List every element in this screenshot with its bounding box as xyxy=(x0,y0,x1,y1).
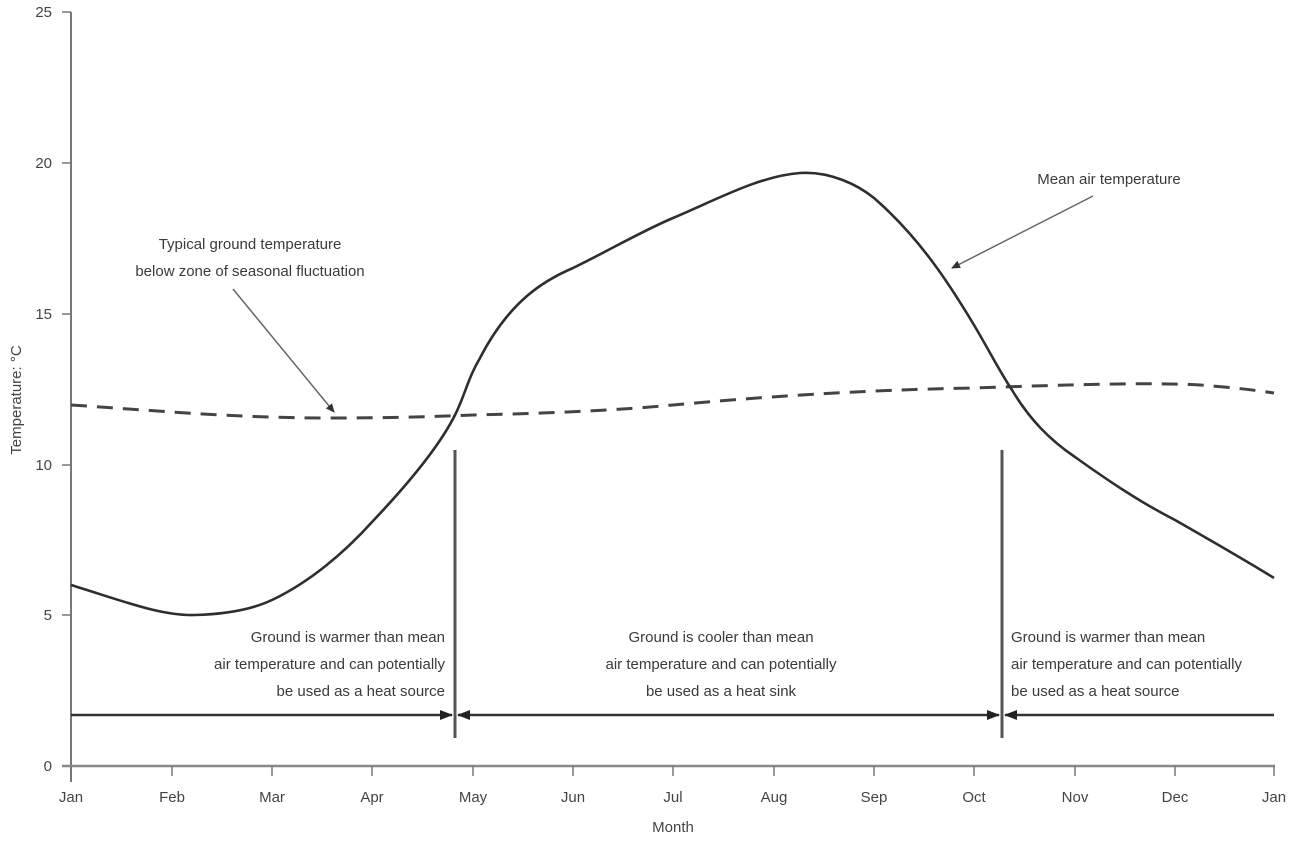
y-axis-ticks xyxy=(62,11,71,767)
x-tick-label: Jan xyxy=(59,789,83,806)
y-tick-label: 5 xyxy=(44,607,52,624)
region-middle-line3: be used as a heat sink xyxy=(646,683,797,700)
y-tick-label: 10 xyxy=(35,457,52,474)
ground-callout-arrow xyxy=(232,288,335,413)
region-left-line1: Ground is warmer than mean xyxy=(251,629,445,646)
ground-callout-line1: Typical ground temperature xyxy=(159,236,342,253)
region-annotation-middle: Ground is cooler than mean air temperatu… xyxy=(606,629,837,700)
x-tick-label: Sep xyxy=(861,789,888,806)
y-axis: 0 5 10 15 20 25 Temperature: °C xyxy=(8,4,72,782)
region-middle-line2: air temperature and can potentially xyxy=(606,656,837,673)
x-tick-label: Apr xyxy=(360,789,383,806)
region-middle-line1: Ground is cooler than mean xyxy=(628,629,813,646)
y-tick-label: 20 xyxy=(35,155,52,172)
x-tick-label: Jan xyxy=(1262,789,1286,806)
x-tick-label: Feb xyxy=(159,789,185,806)
region-right-line1: Ground is warmer than mean xyxy=(1011,629,1205,646)
region-annotation-left: Ground is warmer than mean air temperatu… xyxy=(214,629,445,700)
x-tick-label: Jun xyxy=(561,789,585,806)
region-annotation-right: Ground is warmer than mean air temperatu… xyxy=(1011,629,1242,700)
region-left-line2: air temperature and can potentially xyxy=(214,656,445,673)
region-right-line2: air temperature and can potentially xyxy=(1011,656,1242,673)
air-callout-arrow xyxy=(951,195,1094,269)
x-tick-label: Dec xyxy=(1162,789,1189,806)
y-axis-title: Temperature: °C xyxy=(8,345,25,455)
ground-callout-line2: below zone of seasonal fluctuation xyxy=(135,263,364,280)
x-tick-label: Jul xyxy=(663,789,682,806)
x-axis-title: Month xyxy=(652,819,694,836)
x-tick-label: Nov xyxy=(1062,789,1089,806)
x-axis-ticks xyxy=(70,766,1275,782)
ground-temperature-line xyxy=(70,382,1275,420)
region-right-line3: be used as a heat source xyxy=(1011,683,1179,700)
y-tick-label: 25 xyxy=(35,4,52,21)
air-temperature-line xyxy=(70,171,1275,617)
ground-temperature-callout: Typical ground temperature below zone of… xyxy=(135,236,365,413)
region-left-line3: be used as a heat source xyxy=(277,683,445,700)
x-tick-label: Aug xyxy=(761,789,788,806)
y-tick-label: 0 xyxy=(44,758,52,775)
y-tick-label: 15 xyxy=(35,306,52,323)
air-callout-label: Mean air temperature xyxy=(1037,171,1180,188)
x-tick-label: Oct xyxy=(962,789,986,806)
x-tick-label: Mar xyxy=(259,789,285,806)
air-temperature-callout: Mean air temperature xyxy=(951,171,1181,269)
x-axis: Jan Feb Mar Apr May Jun Jul Aug Sep Oct … xyxy=(59,764,1286,836)
x-tick-label: May xyxy=(459,789,488,806)
